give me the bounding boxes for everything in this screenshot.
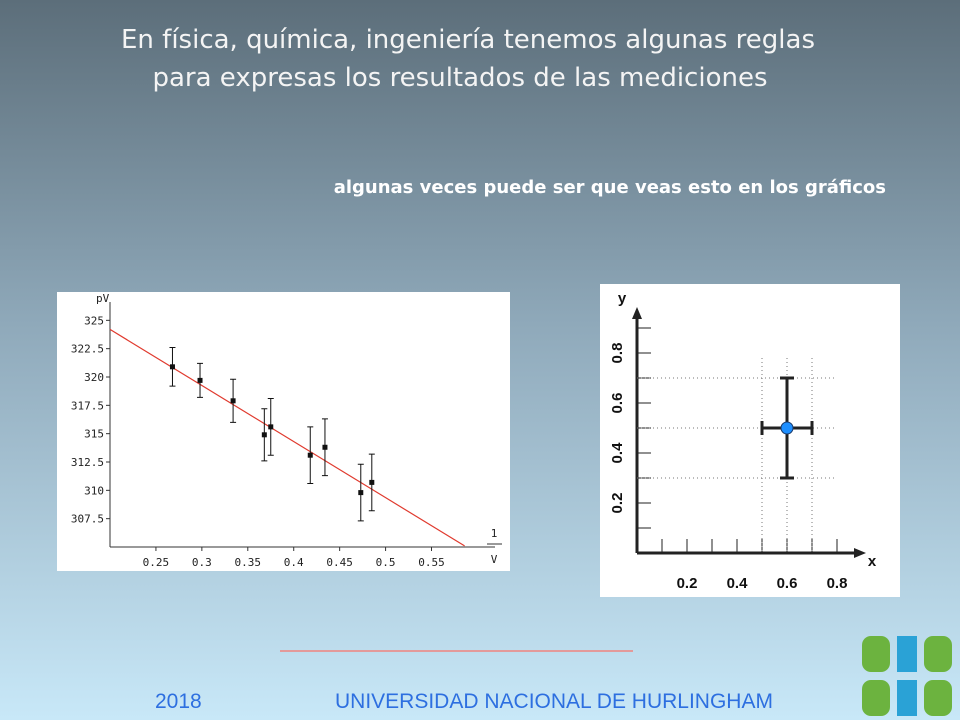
footer-institution: UNIVERSIDAD NACIONAL DE HURLINGHAM <box>335 690 773 713</box>
y-tick-label: 322.5 <box>71 343 104 356</box>
chart-background <box>600 284 900 597</box>
chart-background <box>57 292 510 571</box>
x-tick-label: 0.25 <box>143 556 170 569</box>
y-axis-label: pV <box>96 292 110 305</box>
y-axis-label: y <box>618 290 627 307</box>
fit-line <box>109 328 465 547</box>
x-axis-label: V <box>491 553 498 566</box>
y-tick-label: 307.5 <box>71 513 104 526</box>
footer-year: 2018 <box>155 690 202 713</box>
data-point <box>780 421 794 435</box>
x-tick-label: 0.8 <box>827 575 848 592</box>
x-tick-label: 0.45 <box>326 556 353 569</box>
data-point <box>169 364 175 370</box>
y-tick-label: 0.8 <box>609 343 626 364</box>
x-tick-label: 0.4 <box>727 575 749 592</box>
data-point <box>322 444 328 450</box>
data-point <box>358 490 364 496</box>
x-tick-label: 0.3 <box>192 556 212 569</box>
data-point <box>307 452 313 458</box>
y-tick-label: 0.4 <box>609 442 626 464</box>
y-tick-label: 315 <box>84 428 104 441</box>
x-axis-label: x <box>868 553 877 570</box>
title-line: En física, química, ingeniería tenemos a… <box>121 25 815 55</box>
x-tick-label: 0.55 <box>418 556 445 569</box>
y-tick-label: 317.5 <box>71 399 104 412</box>
x-axis-label: 1 <box>491 527 498 540</box>
y-tick-label: 0.6 <box>609 393 626 414</box>
data-point <box>261 432 267 438</box>
data-point <box>369 479 375 485</box>
x-tick-label: 0.4 <box>284 556 304 569</box>
subtitle: algunas veces puede ser que veas esto en… <box>334 177 886 198</box>
y-tick-label: 0.2 <box>609 493 626 514</box>
data-point <box>268 424 274 430</box>
x-tick-label: 0.5 <box>376 556 396 569</box>
y-tick-label: 310 <box>84 484 104 497</box>
y-tick-label: 320 <box>84 371 104 384</box>
x-tick-label: 0.6 <box>777 575 798 592</box>
y-tick-label: 312.5 <box>71 456 104 469</box>
y-tick-label: 325 <box>84 314 104 327</box>
data-point <box>197 377 203 383</box>
x-tick-label: 0.35 <box>235 556 262 569</box>
x-tick-label: 0.2 <box>677 575 698 592</box>
logo <box>862 636 952 716</box>
title-line: para expresas los resultados de las medi… <box>152 63 767 93</box>
y-axis-arrow <box>632 307 642 319</box>
data-point <box>230 398 236 404</box>
x-axis-arrow <box>854 548 866 558</box>
